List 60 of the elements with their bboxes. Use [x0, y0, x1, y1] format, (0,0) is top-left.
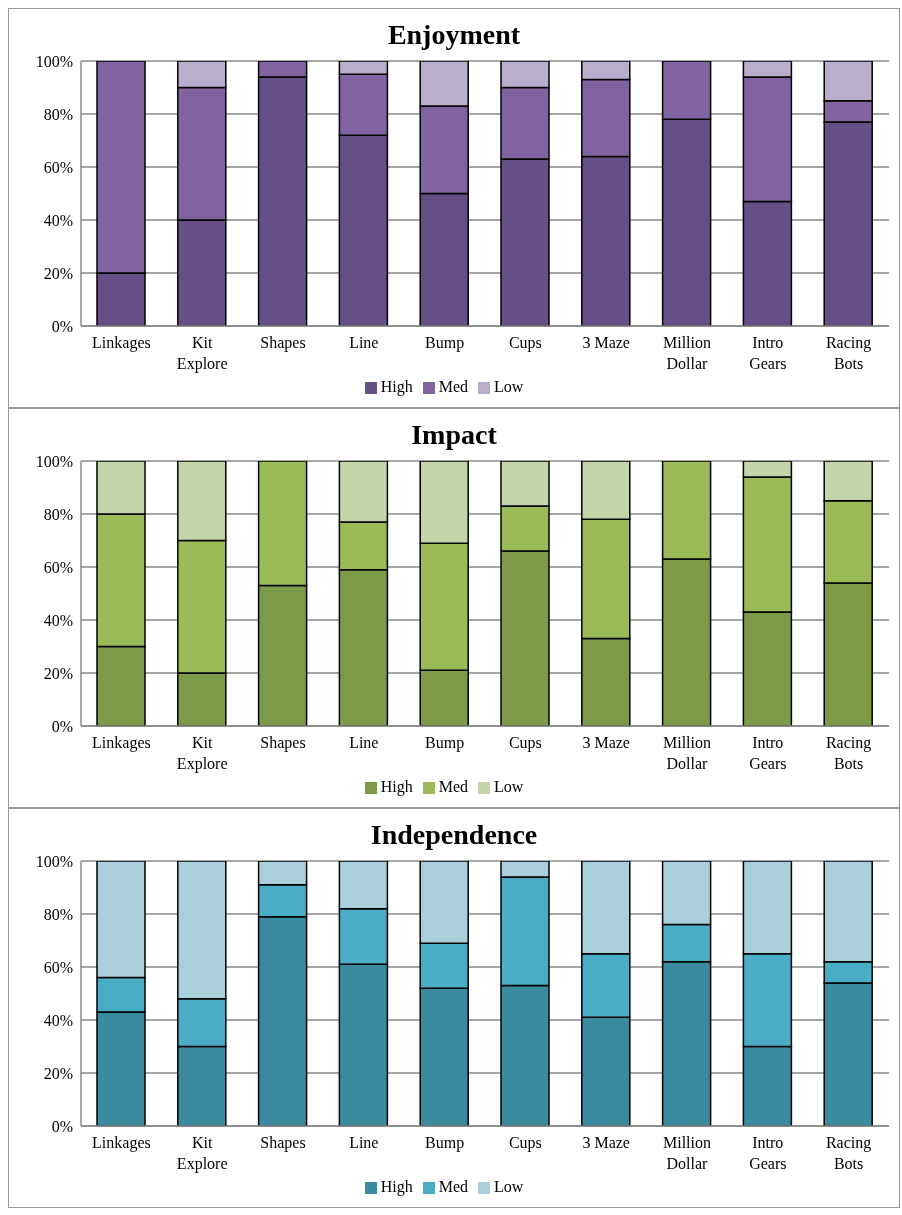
x-tick-label: Intro Gears	[749, 734, 787, 772]
x-tick-label: Million Dollar	[662, 734, 712, 772]
x-tick-label: Shapes	[260, 1134, 306, 1152]
x-tick-label: Linkages	[92, 334, 151, 352]
x-tick-label: 3 Maze	[582, 1134, 630, 1151]
x-tick-label: Kit Explore	[176, 334, 228, 373]
x-tick-label: Linkages	[92, 1134, 151, 1152]
legend-label: Med	[438, 378, 468, 395]
x-tick-label: Intro Gears	[749, 1134, 787, 1172]
x-tick-label: Million Dollar	[662, 1134, 712, 1172]
y-tick-label: 40%	[43, 611, 73, 629]
chart-title: Enjoyment	[386, 18, 522, 51]
y-tick-label: 80%	[43, 505, 73, 523]
x-tick-label: Line	[349, 334, 379, 351]
x-tick-label: Racing Bots	[825, 1134, 872, 1172]
legend-label: Low	[494, 1178, 524, 1195]
x-tick-label: Bump	[425, 334, 465, 352]
x-tick-label: Cups	[508, 734, 542, 752]
y-tick-label: 0%	[51, 1117, 73, 1135]
y-tick-label: 100%	[35, 52, 73, 70]
y-tick-label: 60%	[43, 958, 73, 976]
y-tick-label: 100%	[35, 852, 73, 870]
x-tick-label: 3 Maze	[582, 334, 630, 351]
y-tick-label: 60%	[43, 158, 73, 176]
legend-label: Low	[494, 778, 524, 795]
legend-label: High	[380, 1178, 413, 1195]
x-tick-label: 3 Maze	[582, 734, 630, 751]
y-tick-label: 80%	[43, 905, 73, 923]
legend-label: High	[380, 378, 413, 395]
y-tick-label: 40%	[43, 211, 73, 229]
y-tick-label: 100%	[35, 452, 73, 470]
x-tick-label: Bump	[425, 734, 465, 752]
y-tick-label: 0%	[51, 717, 73, 735]
y-tick-label: 80%	[43, 105, 73, 123]
x-tick-label: Racing Bots	[825, 334, 872, 372]
x-tick-label: Shapes	[260, 334, 306, 352]
x-tick-label: Racing Bots	[825, 734, 872, 772]
x-tick-label: Line	[349, 734, 379, 751]
y-tick-label: 60%	[43, 558, 73, 576]
legend-label: Med	[438, 1178, 468, 1195]
legend-label: Low	[494, 378, 524, 395]
x-tick-label: Bump	[425, 1134, 465, 1152]
y-tick-label: 40%	[43, 1011, 73, 1029]
legend-label: High	[380, 778, 413, 795]
x-tick-label: Kit Explore	[176, 1134, 228, 1173]
y-tick-label: 20%	[43, 264, 73, 282]
x-tick-label: Kit Explore	[176, 734, 228, 773]
legend-label: Med	[438, 778, 468, 795]
chart-title: Impact	[410, 418, 498, 451]
x-tick-label: Line	[349, 1134, 379, 1151]
chart-title: Independence	[369, 818, 539, 851]
y-tick-label: 20%	[43, 664, 73, 682]
x-tick-label: Shapes	[260, 734, 306, 752]
x-tick-label: Cups	[508, 1134, 542, 1152]
y-tick-label: 20%	[43, 1064, 73, 1082]
x-tick-label: Linkages	[92, 734, 151, 752]
y-tick-label: 0%	[51, 317, 73, 335]
x-tick-label: Intro Gears	[749, 334, 787, 372]
x-tick-label: Cups	[508, 334, 542, 352]
x-tick-label: Million Dollar	[662, 334, 712, 372]
